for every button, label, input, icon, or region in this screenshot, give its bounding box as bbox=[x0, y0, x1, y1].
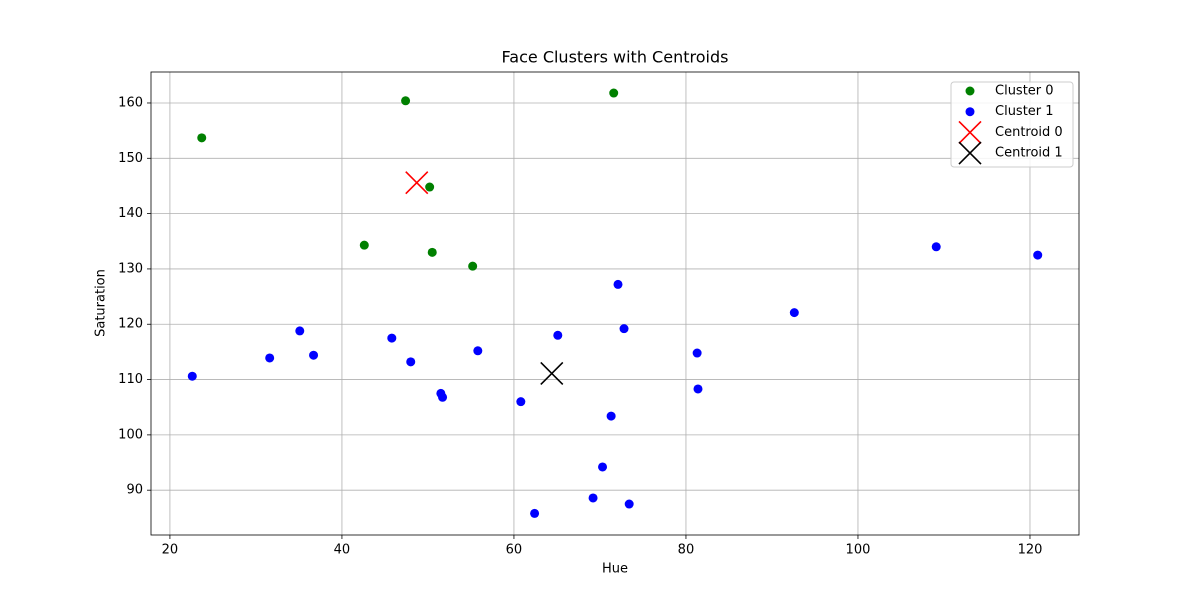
point bbox=[438, 392, 448, 402]
point bbox=[468, 261, 478, 271]
chart-title: Face Clusters with Centroids bbox=[502, 48, 729, 67]
point bbox=[692, 348, 702, 358]
x-stroke bbox=[958, 141, 982, 165]
x-tick-label: 20 bbox=[162, 543, 179, 558]
point bbox=[405, 171, 429, 195]
legend-label: Centroid 0 bbox=[995, 125, 1063, 140]
y-tick-label: 160 bbox=[118, 95, 143, 110]
x-axis-label: Hue bbox=[602, 562, 628, 577]
point bbox=[359, 240, 369, 250]
legend-marker bbox=[958, 141, 982, 165]
point bbox=[1033, 250, 1043, 260]
legend-label: Cluster 1 bbox=[995, 104, 1054, 119]
y-tick-label: 130 bbox=[118, 261, 143, 276]
point bbox=[540, 361, 564, 386]
x-stroke bbox=[405, 171, 429, 195]
point bbox=[598, 462, 608, 472]
point bbox=[309, 350, 319, 360]
point bbox=[588, 493, 598, 503]
point bbox=[619, 324, 629, 334]
point bbox=[401, 96, 411, 106]
x-stroke bbox=[958, 120, 982, 144]
point bbox=[613, 279, 623, 289]
legend-label: Centroid 1 bbox=[995, 146, 1063, 161]
x-stroke bbox=[540, 361, 564, 386]
point bbox=[187, 371, 197, 381]
point bbox=[427, 247, 437, 257]
y-axis-label: Saturation bbox=[94, 269, 109, 337]
point bbox=[197, 133, 207, 143]
y-tick-label: 90 bbox=[126, 483, 143, 498]
point bbox=[624, 499, 634, 509]
y-tick-label: 140 bbox=[118, 206, 143, 221]
point bbox=[693, 384, 703, 394]
y-tick-label: 100 bbox=[118, 427, 143, 442]
point bbox=[425, 182, 435, 192]
point bbox=[553, 330, 563, 340]
point bbox=[530, 508, 540, 518]
x-tick-label: 40 bbox=[334, 543, 351, 558]
point bbox=[606, 411, 616, 421]
x-tick-label: 60 bbox=[506, 543, 523, 558]
point bbox=[931, 242, 941, 252]
legend-marker bbox=[958, 120, 982, 144]
legend-marker bbox=[965, 86, 975, 96]
y-tick-label: 150 bbox=[118, 151, 143, 166]
point bbox=[516, 397, 526, 407]
x-tick-label: 100 bbox=[846, 543, 871, 558]
plot-frame bbox=[150, 71, 1080, 536]
legend-box bbox=[950, 81, 1074, 168]
point bbox=[609, 88, 619, 98]
x-tick-label: 80 bbox=[678, 543, 695, 558]
y-tick-label: 110 bbox=[118, 372, 143, 387]
legend-label: Cluster 0 bbox=[995, 84, 1054, 99]
point bbox=[406, 357, 416, 367]
point bbox=[265, 353, 275, 363]
point bbox=[295, 326, 305, 336]
point bbox=[789, 308, 799, 318]
point bbox=[387, 333, 397, 343]
point bbox=[473, 346, 483, 356]
x-tick-label: 120 bbox=[1018, 543, 1043, 558]
legend-marker bbox=[965, 107, 975, 117]
y-tick-label: 120 bbox=[118, 317, 143, 332]
